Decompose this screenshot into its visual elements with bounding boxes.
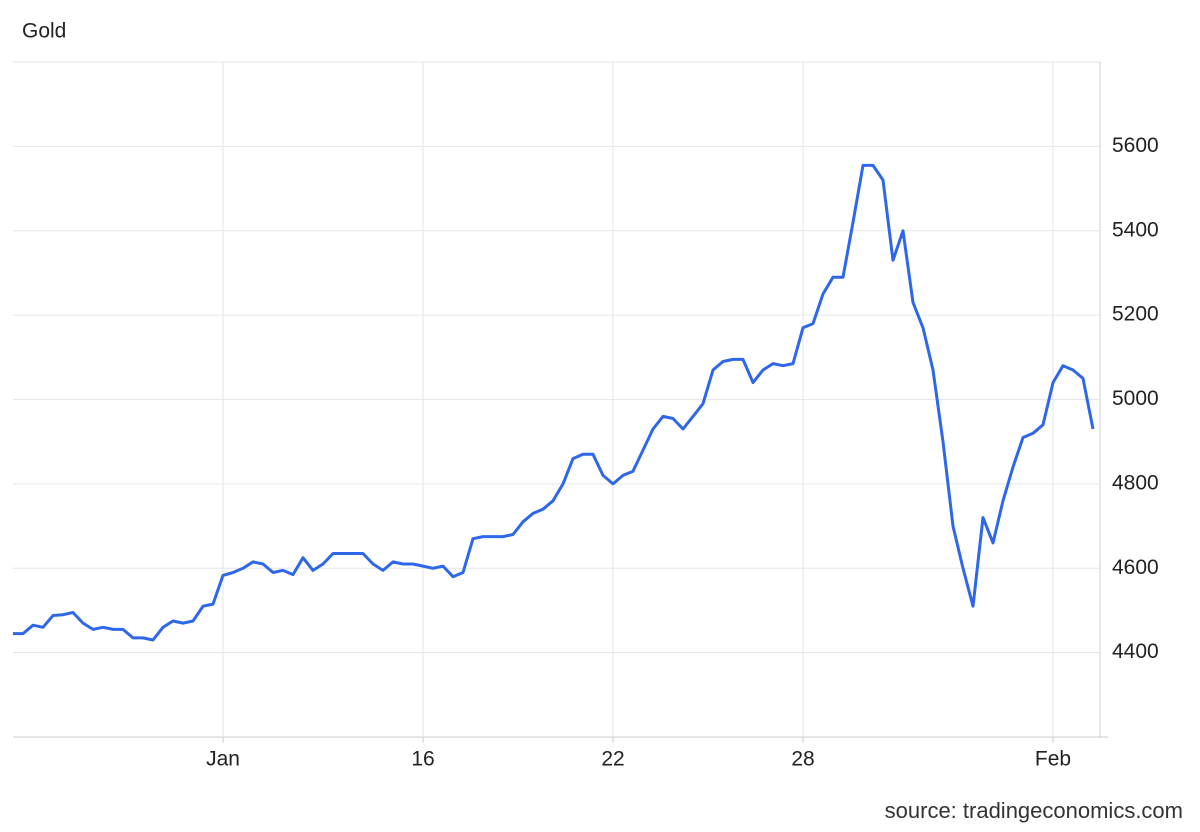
x-tick-label: 22: [601, 748, 624, 771]
y-tick-label: 5600: [1112, 134, 1159, 157]
x-tick-label: 28: [791, 748, 814, 771]
chart-title: Gold: [22, 20, 66, 43]
y-tick-label: 5000: [1112, 387, 1159, 410]
y-tick-label: 4600: [1112, 556, 1159, 579]
x-tick-label: Jan: [206, 748, 240, 771]
y-tick-label: 4400: [1112, 640, 1159, 663]
y-tick-label: 5200: [1112, 303, 1159, 326]
x-tick-label: 16: [411, 748, 434, 771]
y-tick-label: 5400: [1112, 218, 1159, 241]
x-tick-label: Feb: [1035, 748, 1071, 771]
price-line: [13, 163, 1095, 642]
y-tick-label: 4800: [1112, 471, 1159, 494]
source-note: source: tradingeconomics.com: [885, 798, 1183, 823]
